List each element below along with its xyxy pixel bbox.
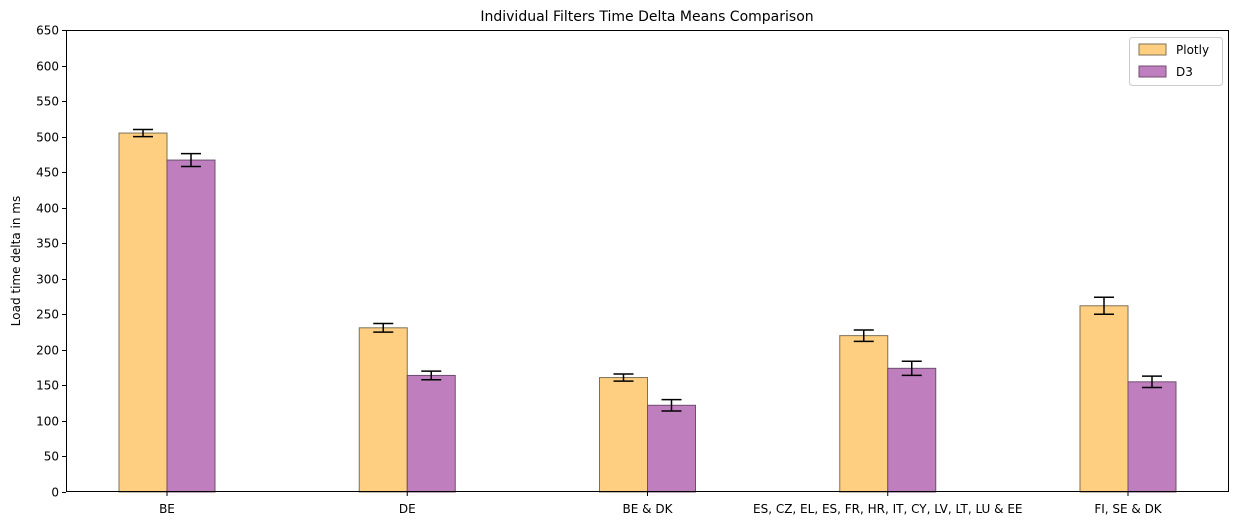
error-bar-d3-3 [901,360,922,377]
y-tick-label: 650 [36,24,59,38]
x-tick-label: FI, SE & DK [1094,502,1162,516]
y-tick-label: 250 [36,308,59,322]
legend: Plotly D3 [1129,37,1223,86]
error-bar-d3-2 [661,398,682,412]
bars [118,132,1177,493]
bar-plotly-2 [599,377,648,493]
bar-d3-3 [887,367,937,493]
error-bar-d3-1 [421,370,442,381]
y-tick-label: 200 [36,344,59,358]
y-tick-label: 500 [36,131,59,145]
y-axis-ticks: 0 50 100 150 200 250 300 350 400 450 500 550 600 650 [36,24,66,500]
y-tick-label: 0 [51,486,59,500]
x-axis-ticks: BE DE BE & DK ES, CZ, EL, ES, FR, HR, IT, C… [159,492,1163,516]
y-axis-label: Load time delta in ms [9,196,23,326]
bar-d3-1 [406,374,456,493]
error-bar-plotly-4 [1094,296,1114,316]
error-bar-d3-4 [1142,375,1162,389]
axes-frame [66,30,1229,492]
y-tick-label: 550 [36,95,59,109]
y-tick-label: 600 [36,60,59,74]
legend-swatch-plotly [1138,43,1167,56]
y-tick-label: 100 [36,415,59,429]
bar-plotly-4 [1079,305,1129,493]
x-tick-label: BE [159,502,175,516]
legend-swatch-d3 [1138,65,1167,78]
legend-label-plotly: Plotly [1176,43,1209,57]
error-bar-plotly-1 [373,322,394,333]
x-tick-label: DE [399,502,416,516]
x-tick-label: BE & DK [623,502,674,516]
bar-d3-2 [647,404,696,493]
bar-plotly-3 [839,335,889,493]
x-tick-label: ES, CZ, EL, ES, FR, HR, IT, CY, LV, LT, … [753,502,1022,516]
bar-d3-0 [166,159,216,493]
error-bar-d3-0 [181,152,201,168]
y-tick-label: 150 [36,379,59,393]
bar-d3-4 [1127,381,1177,493]
error-bar-plotly-3 [853,329,874,343]
error-bars [133,128,1162,412]
bar-plotly-1 [358,327,408,493]
y-tick-label: 400 [36,202,59,216]
y-tick-label: 50 [44,450,59,464]
chart-title: Individual Filters Time Delta Means Comp… [480,9,813,25]
y-tick-label: 350 [36,237,59,251]
bar-plotly-0 [118,132,168,493]
legend-label-d3: D3 [1176,65,1193,79]
error-bar-plotly-0 [133,128,153,138]
error-bar-plotly-2 [613,373,634,382]
y-tick-label: 300 [36,273,59,287]
y-tick-label: 450 [36,166,59,180]
